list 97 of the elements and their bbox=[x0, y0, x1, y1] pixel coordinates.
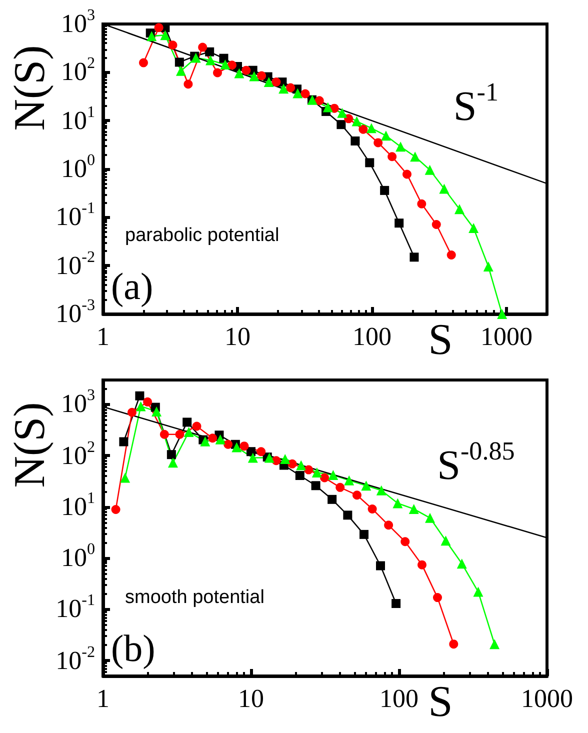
point bbox=[366, 123, 376, 134]
y-tick-label: 10$^{-1}$ bbox=[56, 592, 95, 624]
point bbox=[220, 60, 230, 70]
y-tick-label: 10$^{-2}$ bbox=[56, 248, 95, 280]
point bbox=[295, 471, 304, 480]
x-tick-label: 1000 bbox=[521, 684, 573, 713]
point bbox=[396, 142, 406, 152]
point bbox=[278, 84, 289, 94]
point bbox=[425, 512, 436, 523]
point bbox=[490, 639, 500, 650]
y-axis-title: N(S) bbox=[5, 402, 54, 488]
point bbox=[322, 102, 333, 112]
x-axis-title: S bbox=[428, 315, 453, 364]
x-tick-label: 100 bbox=[352, 322, 392, 351]
series-label: S$^{-1}$ bbox=[453, 78, 498, 130]
point bbox=[182, 418, 192, 427]
point bbox=[336, 120, 346, 130]
point bbox=[248, 452, 258, 463]
point bbox=[215, 434, 226, 444]
point bbox=[249, 71, 260, 82]
point bbox=[152, 406, 162, 416]
x-tick-label: 10 bbox=[224, 322, 250, 351]
x-tick-label: 10 bbox=[238, 684, 264, 713]
point bbox=[234, 68, 244, 78]
y-tick-label: 10$^{1}$ bbox=[60, 104, 95, 135]
point bbox=[344, 475, 354, 486]
x-tick-label: 1000 bbox=[480, 322, 532, 351]
x-tick-label: 1 bbox=[96, 322, 110, 351]
point bbox=[392, 498, 403, 508]
annotation: (a) bbox=[111, 266, 154, 308]
point bbox=[136, 401, 146, 412]
x-tick-label: 100 bbox=[380, 684, 418, 713]
point bbox=[292, 88, 303, 98]
point bbox=[376, 485, 386, 496]
point bbox=[394, 218, 404, 228]
point bbox=[350, 136, 360, 146]
y-tick-label: 10$^{3}$ bbox=[60, 387, 95, 418]
point bbox=[232, 442, 242, 452]
point bbox=[424, 164, 435, 175]
point bbox=[483, 262, 494, 272]
annotation: parabolic potential bbox=[125, 225, 280, 246]
point bbox=[473, 586, 484, 597]
annotation: (b) bbox=[111, 628, 156, 670]
point bbox=[146, 31, 157, 42]
point bbox=[328, 470, 338, 480]
point bbox=[205, 47, 214, 56]
point bbox=[380, 186, 390, 195]
point bbox=[166, 450, 176, 460]
point bbox=[160, 30, 170, 40]
x-axis-title: S bbox=[428, 677, 453, 726]
x-tick-label: 1 bbox=[96, 684, 110, 713]
series-label: S$^{-0.85}$ bbox=[437, 436, 515, 489]
point bbox=[264, 452, 274, 463]
y-tick-label: 10$^{2}$ bbox=[60, 55, 95, 86]
point bbox=[440, 536, 451, 546]
point bbox=[352, 116, 362, 126]
point bbox=[392, 599, 401, 608]
point bbox=[468, 223, 479, 234]
point bbox=[410, 252, 419, 262]
point bbox=[311, 481, 320, 490]
point bbox=[174, 58, 184, 67]
point bbox=[206, 55, 216, 66]
point bbox=[376, 561, 386, 570]
y-tick-label: 10$^{-3}$ bbox=[56, 296, 95, 328]
point bbox=[328, 494, 337, 504]
point bbox=[337, 108, 348, 118]
point bbox=[456, 558, 467, 569]
y-tick-label: 10$^{0}$ bbox=[60, 152, 95, 183]
point bbox=[439, 184, 450, 194]
point bbox=[176, 66, 186, 76]
point bbox=[408, 504, 419, 514]
point bbox=[365, 158, 374, 168]
point bbox=[184, 426, 194, 437]
point bbox=[343, 510, 352, 520]
y-tick-label: 10$^{3}$ bbox=[60, 6, 95, 38]
point bbox=[168, 458, 178, 468]
point bbox=[454, 204, 464, 214]
point bbox=[119, 437, 128, 446]
point bbox=[312, 467, 322, 478]
y-tick-label: 10$^{1}$ bbox=[60, 490, 95, 521]
point bbox=[380, 130, 391, 141]
y-tick-label: 10$^{2}$ bbox=[60, 438, 95, 470]
point bbox=[410, 152, 420, 162]
point bbox=[361, 480, 372, 491]
point bbox=[219, 54, 228, 63]
y-tick-label: 10$^{0}$ bbox=[60, 541, 95, 572]
annotation: smooth potential bbox=[125, 587, 264, 608]
point bbox=[497, 309, 508, 319]
y-axis-title: N(S) bbox=[5, 45, 54, 131]
point bbox=[264, 77, 274, 88]
point bbox=[280, 454, 290, 464]
point bbox=[359, 530, 368, 539]
point bbox=[296, 460, 306, 470]
y-tick-label: 10$^{-1}$ bbox=[56, 200, 95, 232]
point bbox=[200, 436, 210, 446]
point bbox=[135, 391, 144, 400]
y-tick-label: 10$^{-2}$ bbox=[56, 644, 95, 675]
